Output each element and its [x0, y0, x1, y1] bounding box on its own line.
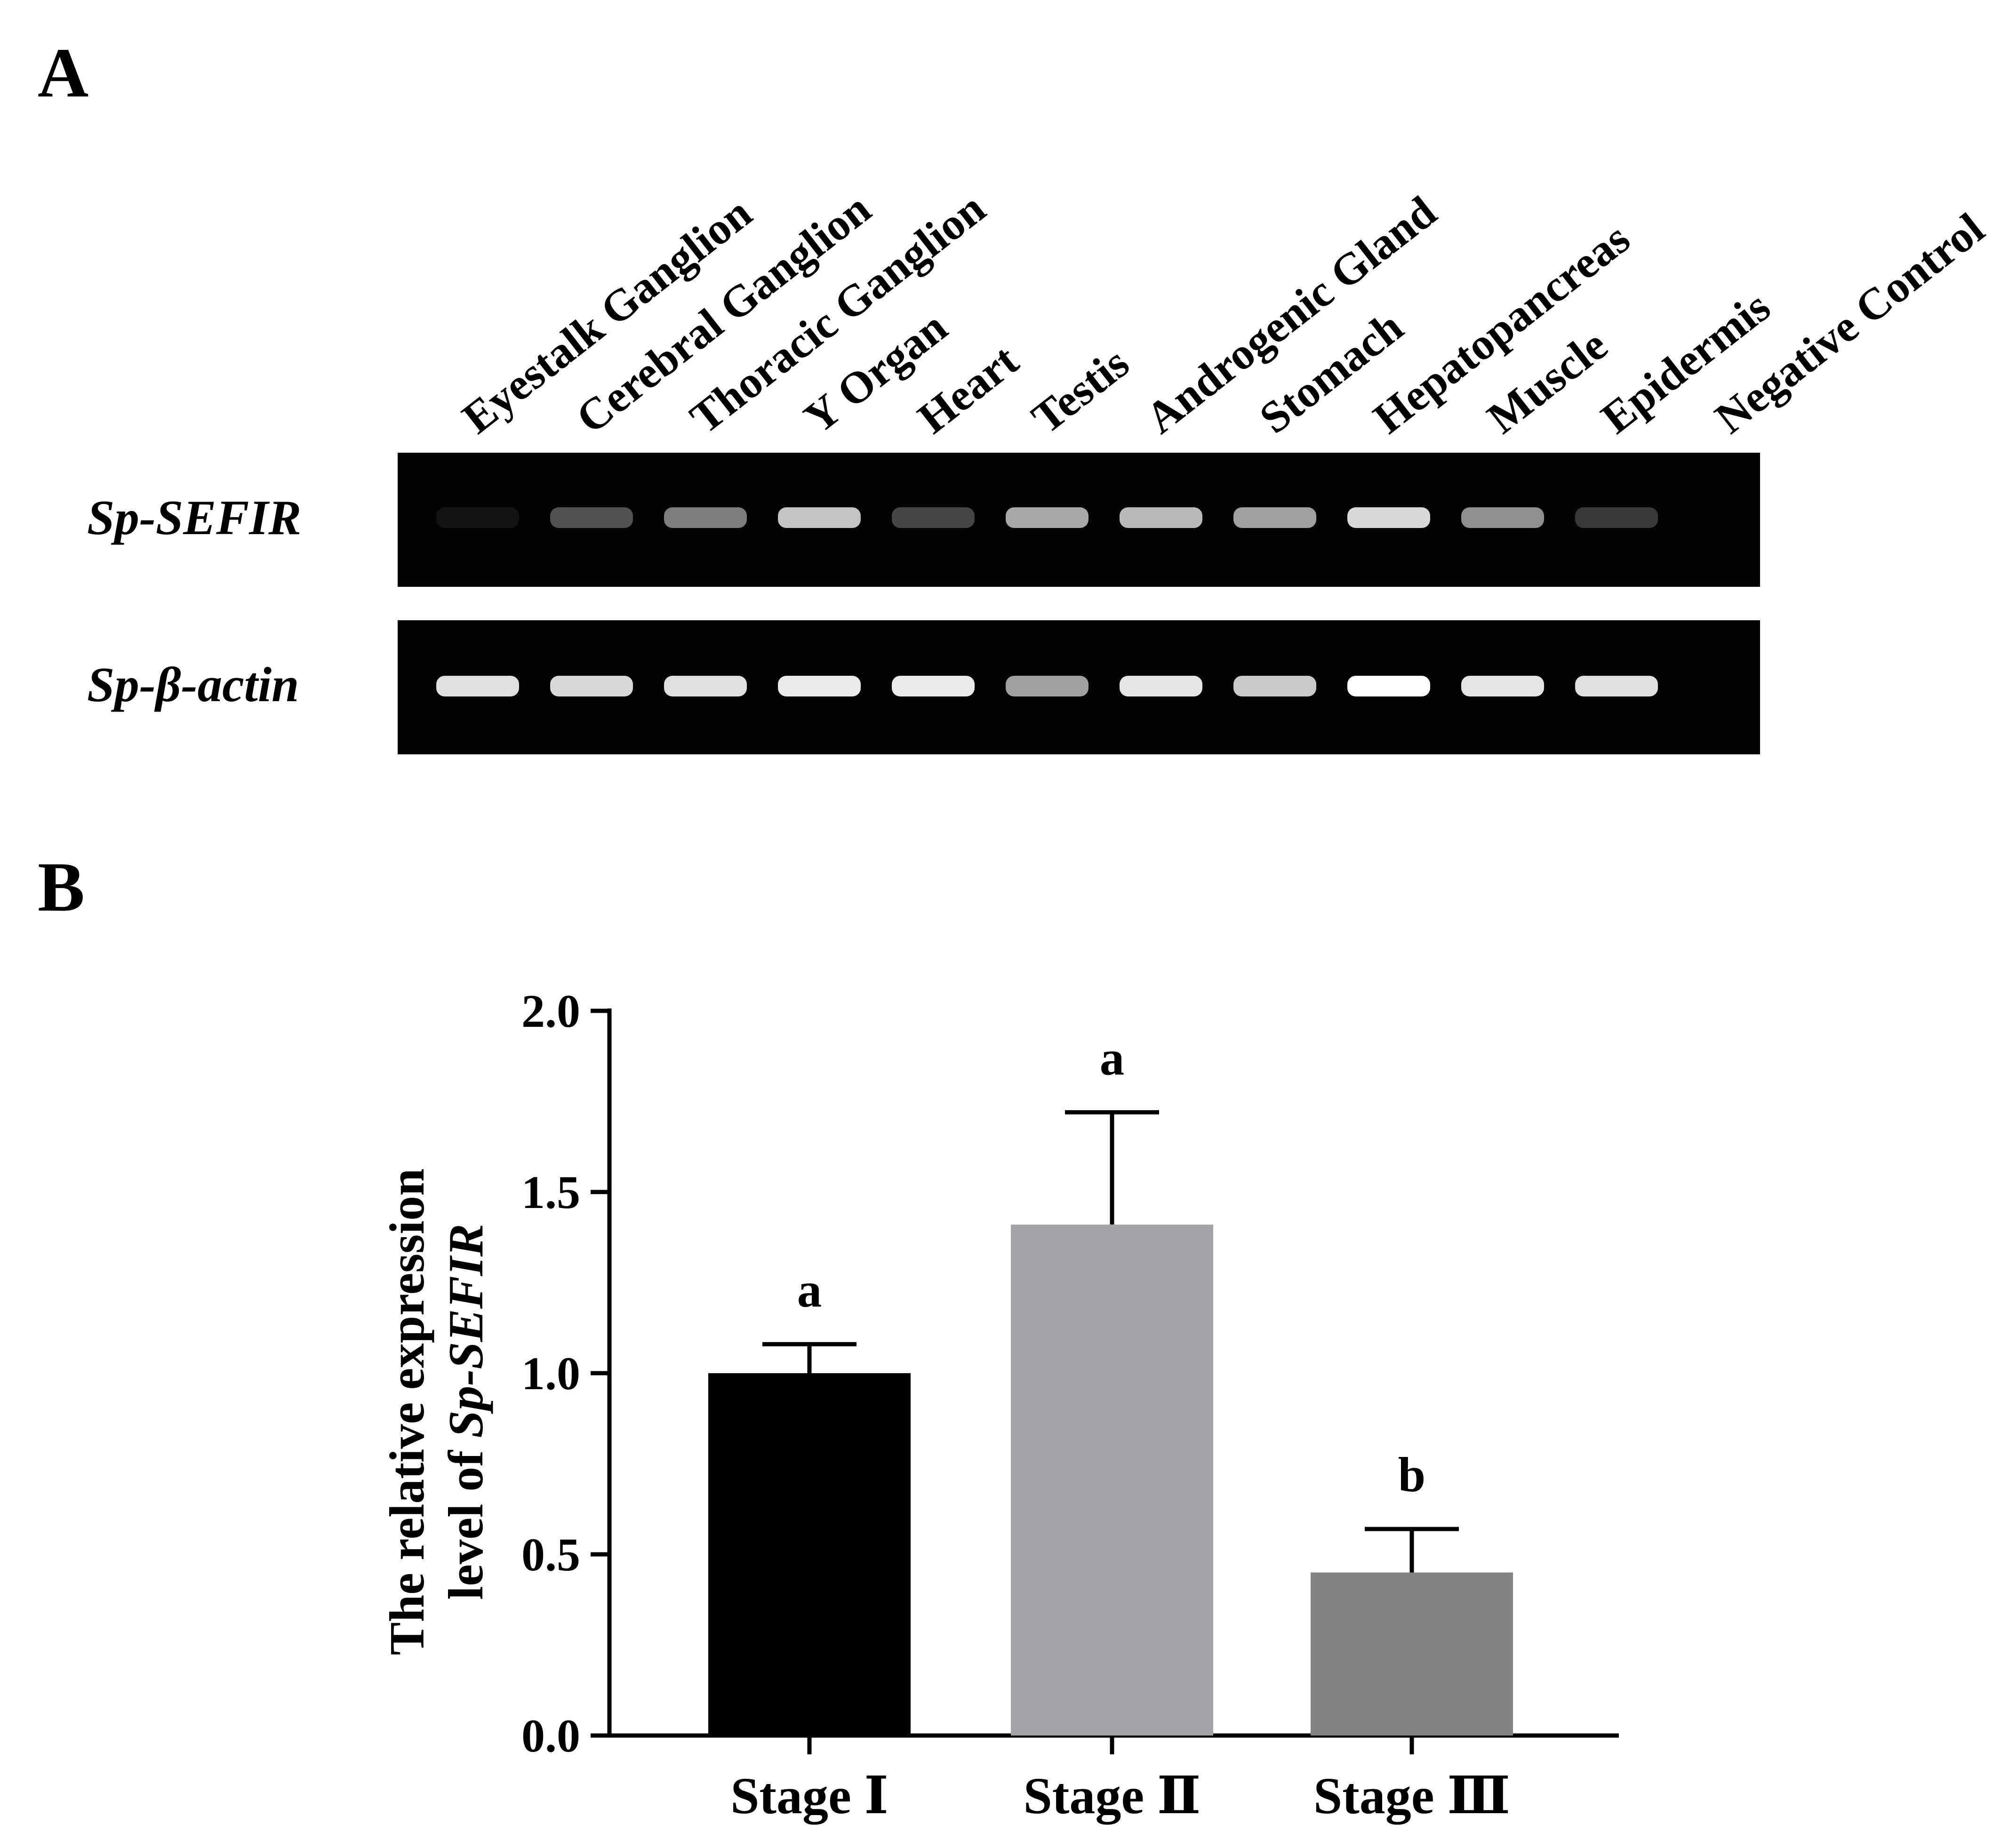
gel-band — [550, 676, 633, 696]
y-axis-title-line1: The relative expression — [379, 1168, 434, 1655]
panel-b-label: B — [38, 848, 85, 926]
significance-label: a — [797, 1262, 822, 1317]
gel-band — [892, 507, 975, 528]
panel-a-label: A — [38, 34, 88, 112]
gel-bands — [436, 507, 1658, 696]
gel-band — [1233, 507, 1316, 528]
y-tick-label: 0.5 — [521, 1528, 580, 1581]
gel-band — [778, 507, 861, 528]
gel-band — [1006, 676, 1089, 696]
gel-band — [1461, 507, 1544, 528]
x-tick-label: Stage Ⅲ — [1313, 1767, 1510, 1824]
gel-band — [1575, 676, 1658, 696]
gel-band — [436, 507, 519, 528]
lane-label: Testis — [1023, 337, 1138, 443]
y-axis-title: The relative expression level of Sp-SEFI… — [379, 1168, 493, 1655]
gel-band — [1006, 507, 1089, 528]
y-axis-title-prefix: level of — [438, 1438, 493, 1600]
gel-band — [1575, 507, 1658, 528]
significance-label: a — [1100, 1031, 1125, 1086]
gel-band — [1461, 676, 1544, 696]
gel-band — [436, 676, 519, 696]
gel-band — [550, 507, 633, 528]
gel-row-label-actin: Sp-β-actin — [87, 657, 299, 712]
bar — [708, 1373, 911, 1736]
gel-band — [1347, 507, 1430, 528]
y-tick-label: 2.0 — [521, 985, 580, 1037]
significance-label: b — [1398, 1447, 1425, 1502]
bar — [1311, 1572, 1513, 1736]
y-axis-title-gene: Sp-SEFIR — [438, 1224, 493, 1438]
gel-band — [892, 676, 975, 696]
y-tick-label: 0.0 — [521, 1710, 580, 1762]
y-tick-label: 1.5 — [521, 1166, 580, 1218]
gel-row-label-sefir: Sp-SEFIR — [87, 490, 301, 545]
bar — [1011, 1224, 1213, 1736]
x-tick-label: Stage Ⅱ — [1024, 1767, 1201, 1824]
gel-band — [1233, 676, 1316, 696]
gel-band — [1120, 507, 1202, 528]
gel-band — [664, 507, 747, 528]
y-tick-label: 1.0 — [521, 1347, 580, 1400]
y-axis-title-line2: level of Sp-SEFIR — [438, 1224, 493, 1600]
gel-band — [778, 676, 861, 696]
gel-band — [664, 676, 747, 696]
gel-band — [1347, 676, 1430, 696]
x-tick-label: Stage Ⅰ — [730, 1767, 888, 1824]
bar-chart: 0.0 0.5 1.0 1.5 2.0 a Stage Ⅰ a Stage Ⅱ b Stage Ⅲ — [521, 985, 1619, 1824]
gel-band — [1120, 676, 1202, 696]
